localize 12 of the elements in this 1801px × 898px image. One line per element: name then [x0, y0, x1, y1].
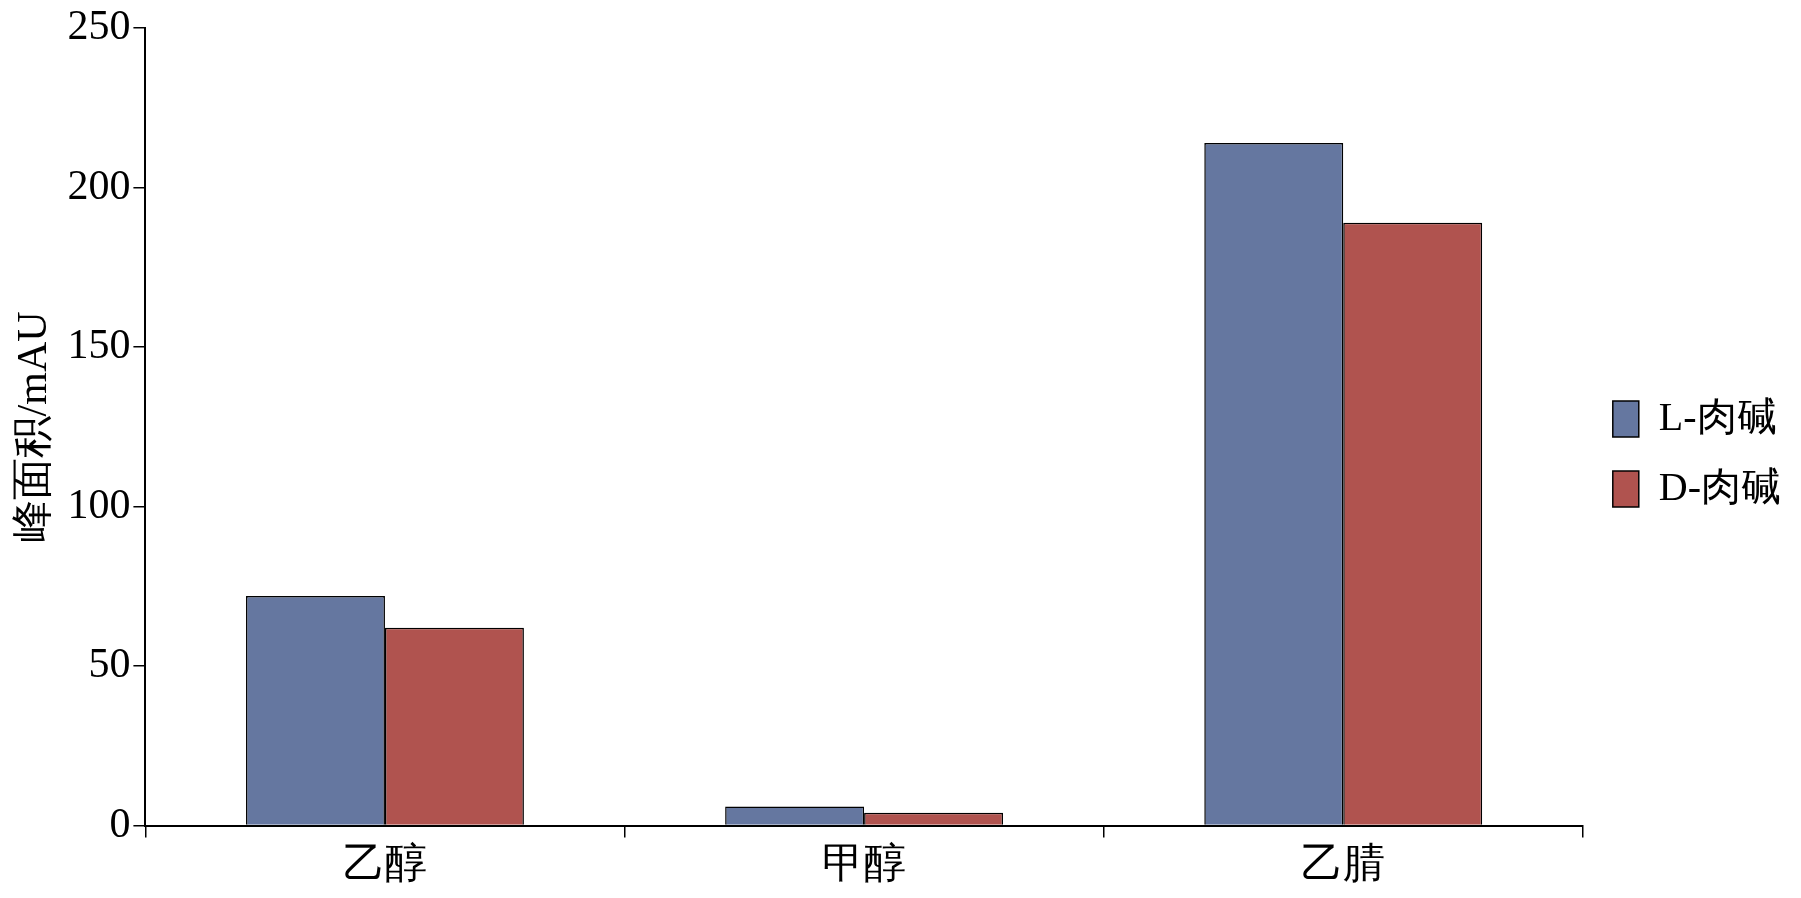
- y-tick-label: 150: [67, 321, 131, 368]
- legend-label: L-肉碱: [1658, 393, 1777, 439]
- y-tick-label: 100: [67, 480, 131, 527]
- x-tick-label: 甲醇: [822, 839, 907, 886]
- y-tick-label: 200: [67, 161, 131, 208]
- y-tick-label: 50: [88, 640, 131, 687]
- x-tick-label: 乙腈: [1301, 839, 1386, 886]
- y-tick-label: 250: [67, 2, 131, 49]
- legend-label: D-肉碱: [1658, 463, 1782, 509]
- x-tick-label: 乙醇: [342, 839, 427, 886]
- y-axis-title: 峰面积/mAU: [9, 311, 56, 543]
- y-tick-label: 0: [109, 799, 131, 846]
